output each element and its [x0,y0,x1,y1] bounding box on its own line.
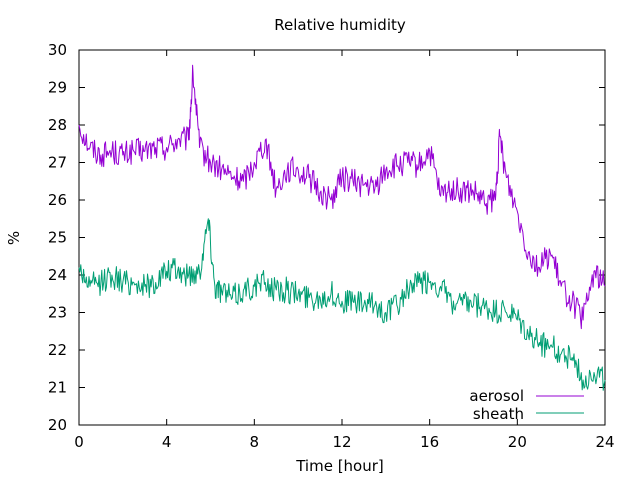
y-tick-label: 27 [48,154,67,172]
x-tick-label: 8 [250,433,260,451]
x-tick-label: 16 [420,433,439,451]
series-line-sheath [78,218,606,391]
y-tick-label: 25 [48,229,67,247]
y-axis-label: % [5,231,23,245]
legend-entry-aerosol: aerosol [469,387,524,405]
x-tick-label: 20 [508,433,527,451]
x-axis-label: Time [hour] [295,457,384,475]
series-group [78,64,606,391]
y-tick-label: 22 [48,341,67,359]
legend-entry-sheath: sheath [473,405,524,423]
chart-title: Relative humidity [274,16,406,34]
series-line-aerosol [78,64,606,330]
y-tick-label: 29 [48,79,67,97]
x-tick-label: 0 [74,433,84,451]
y-tick-label: 20 [48,416,67,434]
x-tick-label: 4 [162,433,172,451]
y-tick-label: 26 [48,191,67,209]
x-tick-label: 24 [595,433,614,451]
y-tick-label: 21 [48,379,67,397]
tick-marks [78,49,606,426]
y-tick-label: 28 [48,116,67,134]
y-tick-labels: 20 21 22 23 24 25 26 27 28 29 30 [48,41,67,434]
legend: aerosol sheath [469,387,584,423]
y-tick-label: 30 [48,41,67,59]
plot-frame [78,49,606,426]
y-tick-label: 23 [48,304,67,322]
x-tick-labels: 0 4 8 12 16 20 24 [74,433,614,451]
y-tick-label: 24 [48,266,67,284]
x-tick-label: 12 [332,433,351,451]
